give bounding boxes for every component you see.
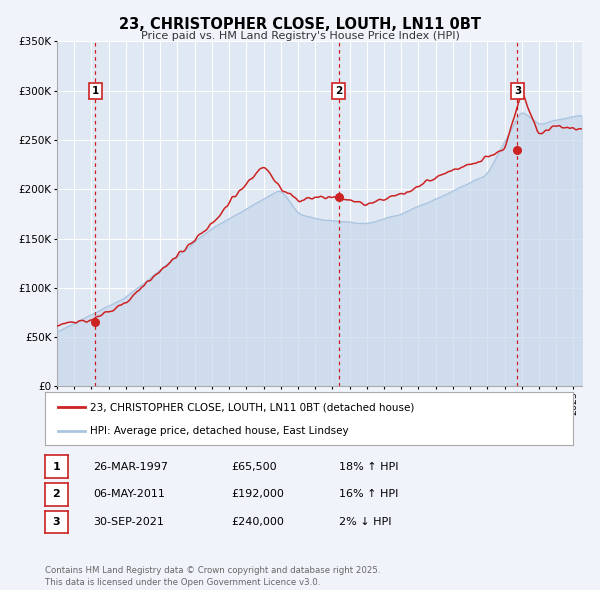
Text: 2% ↓ HPI: 2% ↓ HPI (339, 517, 391, 527)
Text: Price paid vs. HM Land Registry's House Price Index (HPI): Price paid vs. HM Land Registry's House … (140, 31, 460, 41)
Text: 06-MAY-2011: 06-MAY-2011 (93, 490, 165, 499)
Text: 3: 3 (53, 517, 60, 527)
Text: 2: 2 (53, 490, 60, 499)
Text: 23, CHRISTOPHER CLOSE, LOUTH, LN11 0BT (detached house): 23, CHRISTOPHER CLOSE, LOUTH, LN11 0BT (… (90, 402, 414, 412)
Text: 26-MAR-1997: 26-MAR-1997 (93, 462, 168, 471)
Text: HPI: Average price, detached house, East Lindsey: HPI: Average price, detached house, East… (90, 426, 349, 436)
Text: £240,000: £240,000 (231, 517, 284, 527)
Text: 1: 1 (92, 86, 99, 96)
Text: 3: 3 (514, 86, 521, 96)
Text: 18% ↑ HPI: 18% ↑ HPI (339, 462, 398, 471)
Text: 2: 2 (335, 86, 343, 96)
Text: 16% ↑ HPI: 16% ↑ HPI (339, 490, 398, 499)
Text: £192,000: £192,000 (231, 490, 284, 499)
Text: 30-SEP-2021: 30-SEP-2021 (93, 517, 164, 527)
Text: Contains HM Land Registry data © Crown copyright and database right 2025.
This d: Contains HM Land Registry data © Crown c… (45, 566, 380, 587)
Text: £65,500: £65,500 (231, 462, 277, 471)
Text: 23, CHRISTOPHER CLOSE, LOUTH, LN11 0BT: 23, CHRISTOPHER CLOSE, LOUTH, LN11 0BT (119, 17, 481, 31)
Text: 1: 1 (53, 462, 60, 471)
